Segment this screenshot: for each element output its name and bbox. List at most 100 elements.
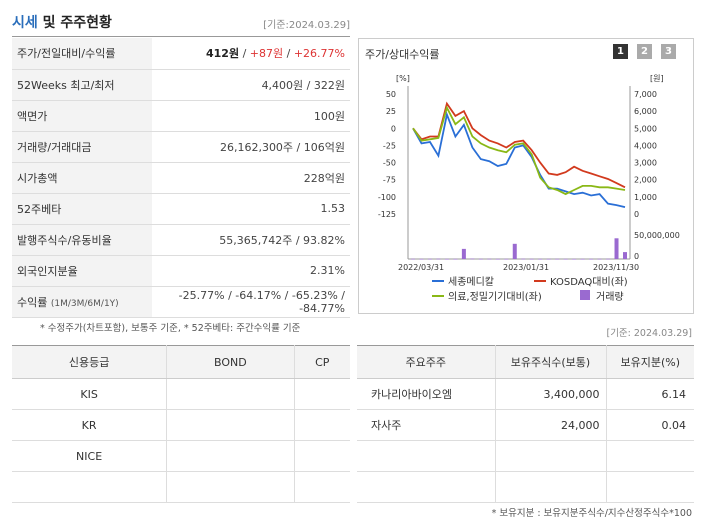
holder-shares (495, 471, 607, 503)
volume-bar (555, 258, 560, 260)
footnote-left: * 수정주가(차트포함), 보통주 기준, * 52주베타: 주간수익률 기준 (40, 323, 301, 334)
chart-tab-3[interactable]: 3 (661, 44, 676, 59)
volume-bar (623, 252, 627, 259)
footnote-stake: * 보유지분 : 보유지분주식수/지수산정주식수*100 (491, 508, 692, 519)
y-left-tick: -25 (383, 141, 396, 150)
bond-rating (166, 471, 295, 503)
price-change-pct: +26.77% (293, 47, 345, 61)
cp-rating (294, 471, 350, 503)
y-right-tick: 4,000 (634, 141, 657, 150)
shareholders-table: 주요주주 보유주식수(보통) 보유지분(%) 카나리아바이오엠 3,400,000… (357, 345, 694, 503)
returns-periods: (1M/3M/6M/1Y) (50, 298, 119, 309)
y-left-tick: 25 (386, 107, 396, 116)
volume-bar (614, 238, 619, 259)
y-right-tick: 0 (634, 210, 639, 219)
holder-name (357, 440, 496, 472)
returns-label: 수익률 (17, 295, 48, 309)
holder-stake (606, 471, 694, 503)
chart-tab-1[interactable]: 1 (613, 44, 628, 59)
volume-bar (419, 258, 424, 260)
volume-bar (504, 258, 509, 260)
table-row (12, 471, 350, 503)
holder-name (357, 471, 496, 503)
y-left-tick: 0 (391, 124, 396, 133)
quote-value: 100원 (152, 100, 350, 132)
volume-bar (606, 258, 611, 260)
bond-rating (166, 440, 295, 472)
agency-name (12, 471, 168, 503)
volume-bar (529, 258, 534, 260)
x-tick-label: 2023/11/30 (593, 263, 639, 272)
legend-label: 의료,정밀기기대비(좌) (448, 291, 542, 303)
bond-rating (166, 378, 295, 410)
quote-row: 52주베타 1.53 (12, 193, 350, 225)
volume-bar (521, 258, 526, 260)
y-right-tick: 5,000 (634, 124, 657, 133)
volume-tick: 0 (634, 252, 639, 261)
volume-bar (436, 258, 441, 260)
quote-value: 55,365,742주 / 93.82% (152, 224, 350, 256)
quote-row: 주가/전일대비/수익률 412원 / +87원 / +26.77% (12, 38, 350, 70)
legend-swatch (580, 290, 590, 300)
reference-date: [기준:2024.03.29] (263, 20, 350, 31)
y-right-unit: [원] (650, 74, 664, 83)
table-row: NICE (12, 440, 350, 472)
quote-label: 주가/전일대비/수익률 (12, 38, 152, 70)
agency-name: NICE (12, 440, 168, 472)
series-line (412, 105, 626, 196)
quote-label: 52Weeks 최고/최저 (12, 69, 152, 101)
quote-value: 228억원 (152, 162, 350, 194)
returns-value: -25.77% / -64.17% / -65.23% / -84.77% (152, 286, 350, 318)
volume-bar (580, 258, 585, 260)
holder-shares: 3,400,000 (495, 378, 607, 410)
quote-label: 외국인지분율 (12, 255, 152, 287)
table-row: 자사주 24,000 0.04 (357, 409, 694, 441)
volume-bar (453, 258, 458, 260)
quote-value: 26,162,300주 / 106억원 (152, 131, 350, 163)
table-header-row: 신용등급 BOND CP (12, 345, 350, 379)
legend-label: 세종메디칼 (448, 275, 494, 288)
volume-bar (589, 258, 594, 260)
title-accent: 시세 (12, 15, 38, 31)
column-header: CP (294, 345, 350, 379)
quote-row: 시가총액 228억원 (12, 162, 350, 194)
quote-row: 발행주식수/유동비율 55,365,742주 / 93.82% (12, 224, 350, 256)
series-line (412, 111, 626, 208)
quote-label: 수익률 (1M/3M/6M/1Y) (12, 286, 152, 318)
volume-bar (546, 258, 551, 260)
y-right-tick: 2,000 (634, 176, 657, 185)
holder-shares: 24,000 (495, 409, 607, 441)
volume-bar (487, 258, 492, 260)
legend-label: 거래량 (596, 291, 624, 303)
holder-shares (495, 440, 607, 472)
table-row (357, 440, 694, 472)
y-left-tick: -50 (383, 159, 396, 168)
separator: / (239, 47, 250, 61)
table-row: 카나리아바이오엠 3,400,000 6.14 (357, 378, 694, 410)
volume-bar (478, 258, 483, 260)
chart-tab-2[interactable]: 2 (637, 44, 652, 59)
holder-stake: 6.14 (606, 378, 694, 410)
holder-name: 카나리아바이오엠 (357, 378, 496, 410)
chart-title: 주가/상대수익률 (365, 48, 440, 61)
y-right-tick: 1,000 (634, 193, 657, 202)
header-divider (12, 36, 350, 37)
volume-bar (427, 258, 432, 260)
volume-bar (512, 243, 517, 259)
quote-label: 발행주식수/유동비율 (12, 224, 152, 256)
quote-label: 액면가 (12, 100, 152, 132)
agency-name: KIS (12, 378, 168, 410)
table-header-row: 주요주주 보유주식수(보통) 보유지분(%) (357, 345, 694, 379)
quote-value: 412원 / +87원 / +26.77% (152, 38, 350, 70)
stock-chart: [%] [원] 50 7,000 25 6,000 0 5,000 -25 4,000 -50 3,0… (378, 74, 680, 303)
price-change: +87원 (249, 47, 284, 61)
series-line (412, 101, 626, 189)
separator: / (283, 47, 294, 61)
chart-panel (358, 38, 694, 314)
quote-table: 주가/전일대비/수익률 412원 / +87원 / +26.77% 52Week… (12, 38, 350, 318)
quote-value: 4,400원 / 322원 (152, 69, 350, 101)
y-left-tick: -100 (378, 193, 396, 202)
footnote-date: [기준: 2024.03.29] (606, 328, 692, 339)
credit-rating-table: 신용등급 BOND CP KIS KR NICE (12, 345, 350, 503)
column-header: 보유지분(%) (606, 345, 694, 379)
